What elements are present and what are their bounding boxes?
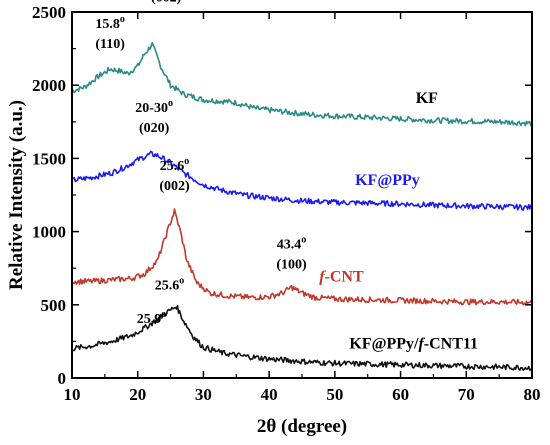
y-axis-title: Relative Intensity (a.u.) [6, 100, 27, 290]
x-axis-title: 2θ (degree) [257, 416, 347, 437]
x-tick-label: 30 [195, 385, 212, 404]
peak-annotation-kfppy-peak-20-30: 20-30o (020) [135, 98, 173, 136]
peak-annotation-kf-peak-15-8: 15.8o (110) [95, 14, 125, 52]
x-tick-label: 20 [129, 385, 146, 404]
peak-angle-label: 25.9o [137, 309, 167, 327]
peak-hkl-label: (020) [139, 121, 170, 136]
degree-mark: o [301, 234, 306, 245]
peak-annotation-fcnt-peak-25-6: 25.6o (002) [159, 156, 190, 194]
peak-hkl-label: (002) [159, 179, 190, 194]
degree-mark: o [179, 275, 184, 286]
peak-angle-label: 25.6o [160, 156, 190, 174]
peak-angle-label: 20-30o [135, 98, 173, 116]
y-tick-label: 0 [58, 369, 67, 388]
y-tick-label: 1000 [32, 223, 66, 242]
x-tick-label: 70 [458, 385, 475, 404]
peak-annotation-comp-peak-25-6: 25.6o [155, 275, 185, 293]
peak-hkl-label: (002) [151, 0, 182, 5]
peak-angle-label: 43.4o [277, 234, 307, 252]
peak-angle-label: 15.8o [95, 14, 125, 32]
series-line-0 [71, 41, 533, 127]
series-line-2 [71, 208, 533, 306]
degree-mark: o [168, 98, 173, 109]
series-label-1: KF@PPy [355, 172, 420, 189]
peak-annotation-comp-peak-25-9: 25.9o [137, 309, 167, 327]
y-tick-label: 1500 [32, 149, 66, 168]
x-tick-label: 10 [64, 385, 81, 404]
peak-hkl-label: (110) [95, 37, 125, 52]
degree-mark: o [161, 309, 166, 320]
x-tick-label: 80 [524, 385, 541, 404]
peak-angle-label: 25.6o [155, 275, 185, 293]
series-line-3 [71, 304, 533, 372]
peak-hkl-label: (100) [276, 257, 307, 272]
series-line-1 [71, 150, 533, 211]
peak-annotation-kf-peak-22-2: 22.2o(002) [151, 0, 182, 5]
y-tick-label: 2500 [32, 3, 66, 22]
degree-mark: o [120, 14, 125, 25]
x-tick-label: 40 [261, 385, 278, 404]
series-label-2: f-CNT [319, 268, 364, 285]
y-tick-label: 500 [41, 296, 67, 315]
x-tick-label: 50 [326, 385, 343, 404]
y-tick-label: 2000 [32, 76, 66, 95]
series-label-3: KF@PPy/f-CNT11 [349, 336, 478, 353]
series-label-0: KF [416, 90, 438, 107]
degree-mark: o [184, 156, 189, 167]
x-tick-label: 60 [392, 385, 409, 404]
peak-annotation-fcnt-peak-43-4: 43.4o (100) [276, 234, 307, 272]
